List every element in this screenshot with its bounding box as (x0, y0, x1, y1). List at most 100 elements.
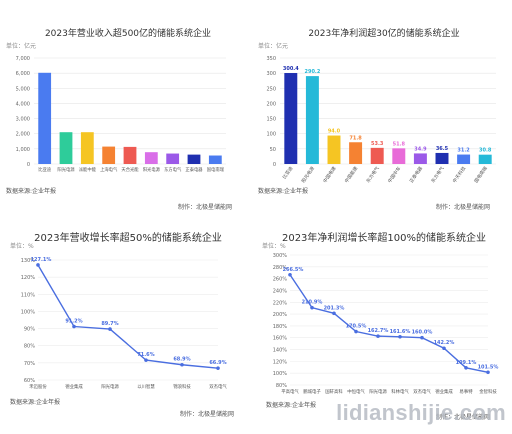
bar-value-label: 53.3 (371, 141, 384, 147)
bar (38, 72, 52, 164)
x-tick-label: 阳光电源 (300, 165, 317, 184)
data-value-label: 161.6% (390, 329, 411, 335)
chart-panel-net-profit: 2023年净利润超30亿的储能系统企业 单位：亿元 0 50 100 150 200 25… (256, 0, 512, 217)
bar (59, 132, 73, 164)
bar (370, 147, 384, 164)
x-tick-label: 中天科技 (451, 165, 468, 184)
data-point (310, 305, 314, 310)
y-tick-label: 200% (273, 312, 288, 318)
y-tick-label: 300% (273, 253, 288, 259)
bar (435, 152, 449, 164)
data-source: 数据来源:企业年报 (266, 402, 317, 409)
y-tick-label: 5,000 (16, 86, 30, 92)
data-value-label: 266.5% (283, 267, 304, 273)
bar (123, 146, 137, 164)
bar (457, 154, 471, 164)
x-tick-label: 国轩高科 (325, 388, 343, 395)
x-tick-label: 阳光电源 (101, 383, 119, 390)
x-tick-label: 天合光能 (121, 166, 139, 173)
data-point (486, 370, 490, 375)
data-value-label: 210.9% (302, 300, 323, 306)
y-tick-label: 80% (276, 383, 287, 389)
data-point (72, 324, 76, 329)
x-tick-label: 东方电气 (429, 165, 446, 184)
x-tick-label: 平高电气 (281, 388, 299, 395)
x-tick-label: 阳光电源 (143, 166, 161, 173)
y-tick-label: 180% (273, 324, 288, 330)
data-source: 数据来源:企业年报 (258, 188, 309, 195)
data-value-label: 127.1% (31, 257, 52, 263)
unit-label: 单位：亿元 (6, 43, 37, 50)
data-value-label: 170.5% (346, 324, 367, 330)
data-value-label: 66.9% (209, 360, 226, 366)
y-tick-label: 1,000 (16, 147, 30, 153)
x-tick-label: 鹏城电子 (303, 388, 321, 395)
bar (80, 132, 94, 164)
unit-label: 单位：亿元 (258, 43, 289, 50)
x-tick-label: 科林电气 (391, 388, 409, 395)
bar-value-label: 300.4 (283, 66, 299, 72)
data-value-label: 91.2% (65, 319, 82, 325)
x-tick-label: 东方电气 (164, 166, 182, 173)
bar-value-label: 31.2 (457, 148, 470, 154)
y-tick-label: 3,000 (16, 117, 30, 123)
chart-maker: 制作：北极星储能网 (435, 204, 490, 211)
chart-title: 2023年净利润超30亿的储能系统企业 (308, 29, 460, 39)
y-tick-label: 4,000 (16, 101, 30, 107)
chart-title: 2023年营收增长率超50%的储能系统企业 (34, 233, 222, 244)
y-tick-label: 220% (273, 300, 288, 306)
chart-maker: 制作：北极星储能网 (435, 414, 490, 421)
y-tick-label: 160% (273, 336, 288, 342)
x-tick-label: 双杰电气 (413, 388, 431, 395)
data-value-label: 162.7% (368, 328, 389, 334)
y-tick-label: 60% (24, 378, 35, 384)
bar (284, 73, 298, 164)
x-tick-label: 比亚迪 (38, 166, 52, 173)
bar-value-label: 94.0 (328, 129, 341, 135)
x-tick-label: 中国电建 (321, 165, 338, 184)
x-tick-label: 国电南瑞 (207, 166, 225, 173)
x-tick-label: 中国中车 (386, 165, 403, 184)
x-tick-label: 金智科技 (479, 388, 497, 395)
chart-panel-revenue-growth: 2023年营收增长率超50%的储能系统企业 单位：% 60% 70% 80% 90% 1… (0, 217, 256, 434)
y-tick-label: 90% (24, 327, 35, 333)
y-tick-label: 350 (266, 56, 276, 62)
x-tick-label: 德业集成 (65, 383, 83, 390)
data-source: 数据来源:企业年报 (10, 399, 61, 406)
x-tick-label: 锦浪科技 (173, 383, 191, 390)
chart-maker: 制作：北极星储能网 (179, 411, 234, 418)
x-tick-label: 德业集成 (435, 388, 453, 395)
x-tick-label: 阳光电源 (57, 166, 75, 173)
x-tick-label: 上海电气 (100, 166, 118, 173)
bar-value-label: 36.5 (436, 146, 449, 152)
chart-panel-revenue: 2023年营业收入超500亿的储能系统企业 单位：亿元 0 1,000 2,000 3… (0, 0, 256, 217)
y-tick-label: 130% (21, 258, 36, 264)
bar (102, 146, 116, 164)
profit-growth-line-chart: 80% 100% 120% 140% 160% 180% 200% 220% 240% 260% 2… (273, 253, 499, 395)
data-value-label: 160.0% (412, 330, 433, 336)
x-tick-label: 禾迈股份 (29, 383, 47, 390)
net-profit-bar-chart: 0 50 100 150 200 250 300 350 300.4 比亚迪 290.2 阳光电源 94… (266, 56, 496, 184)
series-line (289, 274, 489, 373)
data-source: 数据来源:企业年报 (6, 188, 57, 195)
y-tick-label: 0 (27, 162, 30, 168)
bar (349, 142, 363, 164)
bar (305, 76, 319, 164)
data-value-label: 101.5% (478, 364, 499, 370)
data-point (288, 272, 292, 277)
y-tick-label: 50 (270, 147, 276, 153)
bar (166, 153, 180, 164)
x-tick-label: 双杰电气 (209, 383, 227, 390)
bar-value-label: 71.8 (349, 135, 362, 141)
x-tick-label: 阳光电源 (369, 388, 387, 395)
x-tick-label: 东方电气 (365, 165, 382, 184)
bar (478, 154, 492, 164)
data-point (144, 358, 148, 362)
chart-panel-profit-growth: 2023年净利润增长率超100%的储能系统企业 单位：% 80% 100% 120%… (256, 217, 512, 434)
y-tick-label: 100% (273, 371, 288, 377)
x-tick-label: 国电南瑞 (473, 165, 490, 184)
revenue-bar-chart: 01,0002,0003,0004,0005,0006,0007,000比亚迪阳… (16, 56, 226, 173)
data-point (216, 366, 220, 370)
bar (187, 154, 201, 164)
y-tick-label: 140% (273, 348, 288, 354)
